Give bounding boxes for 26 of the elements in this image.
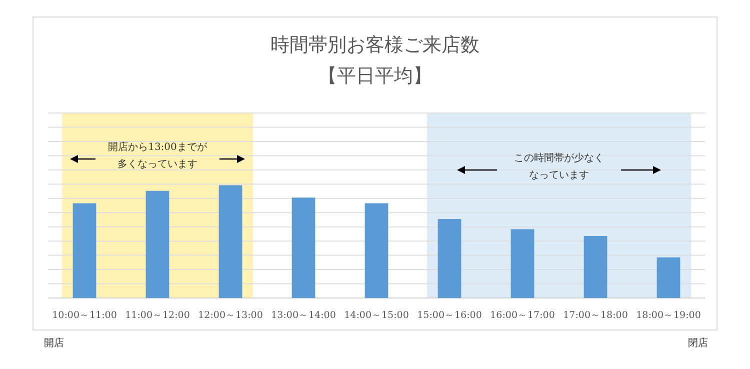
chart-title: 時間帯別お客様ご来店数 <box>270 34 480 56</box>
bar <box>218 185 242 298</box>
text: なっています <box>529 170 589 181</box>
text: 閉店 <box>688 337 708 349</box>
text: この時間帯が少なく <box>514 152 604 164</box>
chart-subtitle: 【平日平均】 <box>318 65 432 87</box>
bar <box>656 257 680 298</box>
bar <box>72 203 96 298</box>
bar <box>438 219 462 298</box>
x-tick-label: 13:00～14:00 <box>271 310 336 321</box>
x-tick-label: 12:00～13:00 <box>198 310 263 321</box>
x-tick-label: 16:00～17:00 <box>490 310 555 321</box>
text: 開店 <box>44 337 64 349</box>
x-tick-label: 15:00～16:00 <box>417 310 482 321</box>
bar <box>364 203 388 298</box>
x-tick-label: 14:00～15:00 <box>344 310 409 321</box>
x-tick-label: 17:00～18:00 <box>563 310 628 321</box>
bar <box>510 229 534 298</box>
x-tick-label: 10:00～11:00 <box>52 310 117 321</box>
bar <box>292 198 316 298</box>
bar <box>584 236 608 298</box>
x-tick-label: 18:00～19:00 <box>636 310 701 321</box>
x-tick-label: 11:00～12:00 <box>125 310 190 321</box>
bar <box>146 190 170 298</box>
text: 開店から13:00までが <box>108 141 208 153</box>
text: 多くなっています <box>118 158 198 170</box>
